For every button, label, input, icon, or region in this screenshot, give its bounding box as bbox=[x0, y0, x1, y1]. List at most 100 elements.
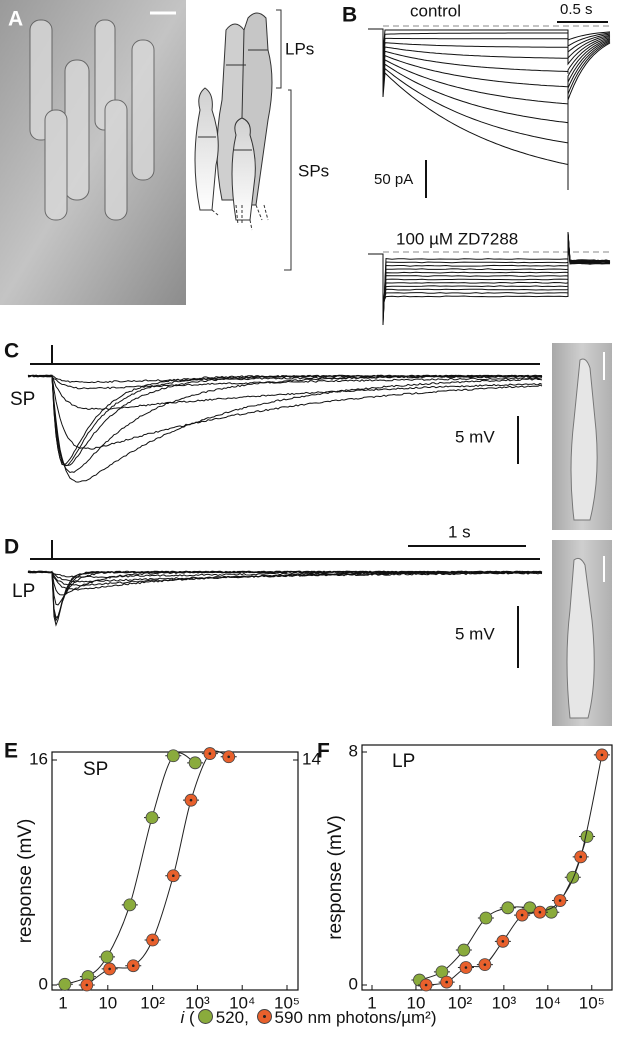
data-point bbox=[566, 870, 580, 884]
lp-label: LPs bbox=[285, 39, 314, 58]
data-point bbox=[479, 911, 493, 925]
data-point bbox=[123, 898, 137, 912]
point-center bbox=[464, 966, 468, 969]
x-tick-label: 10 bbox=[98, 993, 117, 1012]
y-axis-label: response (mV) bbox=[325, 815, 346, 940]
y2-tick-label: 14 bbox=[302, 749, 321, 768]
trace bbox=[27, 570, 543, 622]
point-center bbox=[227, 755, 231, 759]
chart-title: LP bbox=[392, 751, 415, 772]
current-scale-label: 50 pA bbox=[374, 171, 413, 188]
trace bbox=[368, 235, 611, 312]
fit-curve bbox=[426, 754, 603, 986]
point-center bbox=[208, 752, 212, 755]
cell-label: SP bbox=[10, 389, 35, 410]
data-point bbox=[145, 811, 159, 825]
legend-entry: 520 bbox=[215, 1008, 245, 1027]
trace bbox=[368, 28, 611, 57]
trace bbox=[27, 374, 543, 410]
x-tick-label: 10⁵ bbox=[579, 993, 605, 1012]
x-tick-label: 10⁴ bbox=[229, 993, 255, 1012]
trace bbox=[27, 374, 543, 465]
panel-label: C bbox=[4, 340, 19, 363]
y-axis-label: response (mV) bbox=[15, 819, 36, 944]
panel-label: E bbox=[4, 740, 18, 763]
sp-label: SPs bbox=[298, 161, 329, 180]
trace bbox=[368, 234, 611, 314]
x-tick-label: 10³ bbox=[492, 993, 517, 1012]
trace bbox=[368, 28, 611, 71]
panel-label: D bbox=[4, 536, 19, 559]
time-scale-label: 0.5 s bbox=[560, 1, 593, 18]
cell-sketch bbox=[566, 557, 595, 719]
micrograph bbox=[0, 0, 186, 305]
point-center bbox=[501, 940, 505, 943]
panel-label: B bbox=[342, 4, 357, 27]
x-tick-label: 1 bbox=[367, 993, 376, 1012]
point-center bbox=[424, 983, 428, 987]
x-tick-label: 10⁴ bbox=[535, 993, 561, 1012]
data-point bbox=[457, 943, 471, 957]
trace bbox=[27, 374, 543, 466]
point-center bbox=[579, 855, 583, 859]
trace bbox=[27, 570, 543, 587]
point-center bbox=[172, 874, 175, 878]
point-center bbox=[445, 980, 448, 984]
paren: ( bbox=[189, 1008, 195, 1027]
variable: i bbox=[180, 1008, 185, 1027]
x-tick-label: 10 bbox=[406, 993, 425, 1012]
data-point bbox=[188, 756, 202, 770]
point-center bbox=[131, 964, 135, 968]
cell-sketch bbox=[570, 358, 598, 521]
stimulus-line bbox=[30, 540, 540, 560]
data-point bbox=[501, 901, 515, 915]
condition-label: 100 µM ZD7288 bbox=[396, 229, 518, 248]
trace bbox=[27, 374, 543, 450]
trace bbox=[368, 28, 611, 112]
voltage-scale-label: 5 mV bbox=[455, 624, 495, 643]
fit-curve bbox=[86, 750, 229, 986]
legend-marker bbox=[197, 1009, 213, 1024]
trace bbox=[27, 570, 543, 619]
point-center bbox=[189, 798, 193, 802]
point-center bbox=[483, 963, 487, 966]
x-tick-label: 10² bbox=[140, 993, 165, 1012]
legend-marker bbox=[256, 1009, 272, 1024]
voltage-traces bbox=[27, 570, 543, 627]
trace bbox=[27, 374, 543, 390]
time-scale-label: 1 s bbox=[448, 522, 471, 541]
cell-label: LP bbox=[12, 581, 35, 602]
point-center bbox=[520, 913, 524, 917]
point-center bbox=[538, 910, 542, 914]
trace bbox=[368, 28, 611, 75]
panel-label: A bbox=[8, 8, 23, 31]
panel-label: F bbox=[317, 740, 330, 763]
point-center bbox=[151, 938, 154, 942]
x-tick-label: 10² bbox=[448, 993, 473, 1012]
data-point bbox=[58, 977, 72, 991]
point-center bbox=[600, 753, 604, 757]
trace bbox=[368, 232, 611, 322]
legend-entry: 590 bbox=[274, 1008, 303, 1027]
trace bbox=[27, 374, 543, 474]
chart-title: SP bbox=[83, 759, 108, 780]
trace bbox=[368, 28, 611, 62]
data-point bbox=[100, 950, 114, 964]
y-tick-label: 16 bbox=[29, 749, 48, 768]
plot-frame bbox=[361, 744, 613, 991]
unit: nm photons/µm²) bbox=[307, 1008, 437, 1027]
data-point bbox=[166, 749, 180, 763]
current-traces bbox=[368, 28, 611, 326]
condition-label: control bbox=[410, 1, 461, 20]
charts: SP response (mV) 1 10 10² 10³ 10⁴ 10⁵ 0 16 14 LP res… bbox=[15, 741, 613, 1012]
voltage-scale-label: 5 mV bbox=[455, 427, 495, 446]
trace bbox=[368, 28, 611, 66]
photoreceptor-diagram bbox=[194, 9, 292, 271]
y-tick-label: 0 bbox=[39, 974, 48, 993]
y-tick-label: 8 bbox=[349, 741, 358, 760]
trace bbox=[27, 374, 543, 483]
cells-sketch bbox=[29, 19, 155, 221]
separator: , bbox=[244, 1008, 249, 1027]
